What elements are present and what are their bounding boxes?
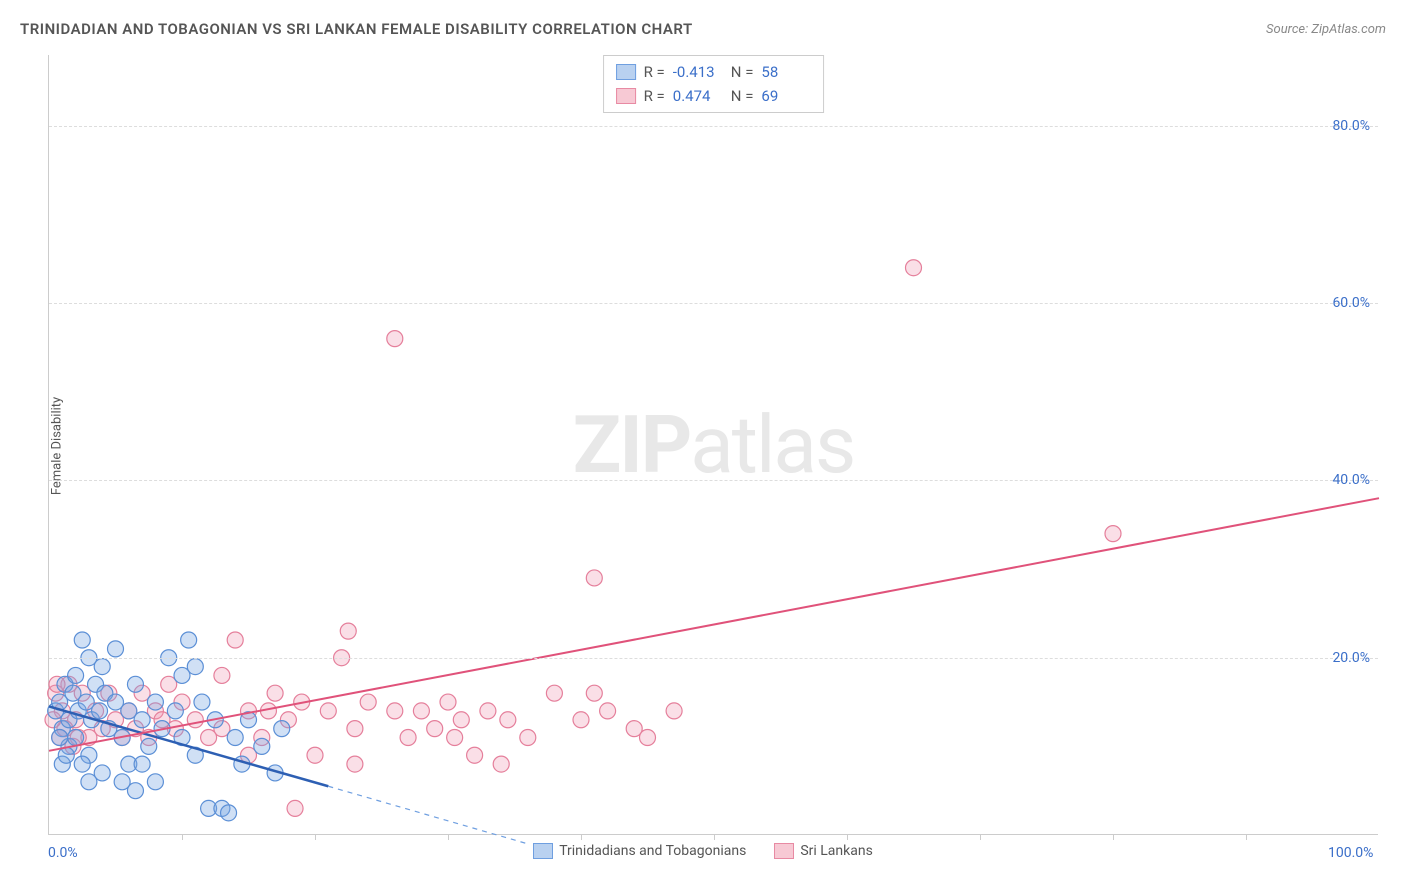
data-point <box>640 730 656 746</box>
data-point <box>127 676 143 692</box>
data-point <box>141 738 157 754</box>
data-point <box>187 659 203 675</box>
data-point <box>347 721 363 737</box>
data-point <box>447 730 463 746</box>
x-tick <box>1246 834 1247 840</box>
data-point <box>267 685 283 701</box>
gridline <box>49 480 1378 481</box>
chart-plot-area: ZIPatlas R = -0.413 N = 58 R = 0.474 N =… <box>48 55 1378 835</box>
chart-title: TRINIDADIAN AND TOBAGONIAN VS SRI LANKAN… <box>20 20 693 38</box>
data-point <box>94 659 110 675</box>
data-point <box>340 623 356 639</box>
data-point <box>74 756 90 772</box>
data-point <box>68 730 84 746</box>
data-point <box>52 730 68 746</box>
data-point <box>546 685 562 701</box>
data-point <box>347 756 363 772</box>
data-point <box>400 730 416 746</box>
trend-line <box>49 498 1379 751</box>
data-point <box>320 703 336 719</box>
data-point <box>214 667 230 683</box>
data-point <box>480 703 496 719</box>
data-point <box>108 641 124 657</box>
data-point <box>227 632 243 648</box>
data-point <box>413 703 429 719</box>
data-point <box>906 260 922 276</box>
swatch-icon <box>533 843 553 859</box>
x-tick <box>182 834 183 840</box>
data-point <box>68 667 84 683</box>
data-point <box>194 694 210 710</box>
data-point <box>58 747 74 763</box>
data-point <box>167 703 183 719</box>
data-point <box>254 738 270 754</box>
scatter-plot-svg <box>49 55 1378 834</box>
data-point <box>134 712 150 728</box>
x-tick <box>581 834 582 840</box>
data-point <box>427 721 443 737</box>
bottom-legend: Trinidadians and Tobagonians Sri Lankans <box>0 843 1406 859</box>
data-point <box>134 756 150 772</box>
stats-row: R = -0.413 N = 58 <box>616 60 812 84</box>
legend-item: Sri Lankans <box>774 843 873 859</box>
data-point <box>147 774 163 790</box>
gridline <box>49 658 1378 659</box>
data-point <box>493 756 509 772</box>
data-point <box>147 694 163 710</box>
swatch-icon <box>616 64 636 80</box>
x-tick <box>980 834 981 840</box>
x-tick <box>714 834 715 840</box>
x-tick <box>847 834 848 840</box>
y-tick-label: 60.0% <box>1332 295 1370 311</box>
data-point <box>573 712 589 728</box>
trend-line-extrapolated <box>328 786 528 844</box>
legend-item: Trinidadians and Tobagonians <box>533 843 746 859</box>
data-point <box>187 712 203 728</box>
y-tick-label: 80.0% <box>1332 118 1370 134</box>
data-point <box>287 800 303 816</box>
data-point <box>586 570 602 586</box>
y-tick-label: 40.0% <box>1332 472 1370 488</box>
data-point <box>666 703 682 719</box>
data-point <box>127 783 143 799</box>
data-point <box>221 805 237 821</box>
data-point <box>387 331 403 347</box>
data-point <box>227 730 243 746</box>
y-tick-label: 20.0% <box>1332 650 1370 666</box>
data-point <box>387 703 403 719</box>
gridline <box>49 303 1378 304</box>
data-point <box>74 632 90 648</box>
stats-row: R = 0.474 N = 69 <box>616 84 812 108</box>
source-label: Source: ZipAtlas.com <box>1266 22 1386 37</box>
x-tick <box>448 834 449 840</box>
swatch-icon <box>774 843 794 859</box>
data-point <box>467 747 483 763</box>
data-point <box>520 730 536 746</box>
swatch-icon <box>616 88 636 104</box>
data-point <box>181 632 197 648</box>
data-point <box>92 703 108 719</box>
data-point <box>360 694 376 710</box>
data-point <box>500 712 516 728</box>
x-tick <box>1113 834 1114 840</box>
data-point <box>453 712 469 728</box>
data-point <box>1105 526 1121 542</box>
data-point <box>600 703 616 719</box>
stats-legend-box: R = -0.413 N = 58 R = 0.474 N = 69 <box>603 55 825 113</box>
gridline <box>49 126 1378 127</box>
data-point <box>440 694 456 710</box>
data-point <box>586 685 602 701</box>
data-point <box>274 721 290 737</box>
data-point <box>94 765 110 781</box>
data-point <box>307 747 323 763</box>
x-tick <box>315 834 316 840</box>
